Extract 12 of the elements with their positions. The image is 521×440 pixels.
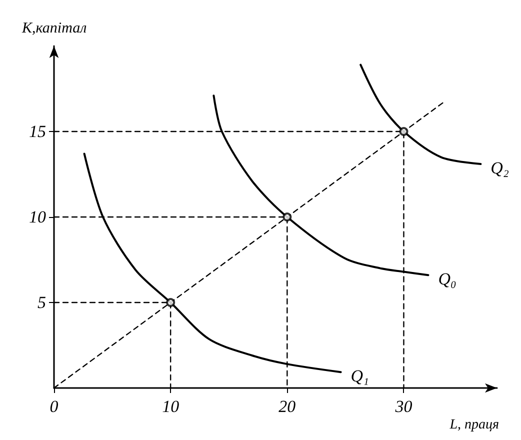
x-tick-label: 30: [394, 397, 413, 416]
x-axis-title: L, праця: [448, 418, 499, 432]
x-tick-label: 20: [278, 397, 296, 416]
series-label: Q₀: [438, 270, 456, 289]
y-tick-label: 10: [29, 208, 46, 226]
series-label: Q₂: [490, 158, 509, 178]
y-tick-label: 5: [38, 293, 46, 312]
y-tick-label: 15: [29, 122, 46, 141]
y-axis-title: K,капітал: [21, 20, 88, 36]
x-tick-label: 0: [50, 397, 59, 416]
series-label: Q₁: [350, 366, 369, 386]
x-tick-label: 10: [162, 397, 180, 416]
